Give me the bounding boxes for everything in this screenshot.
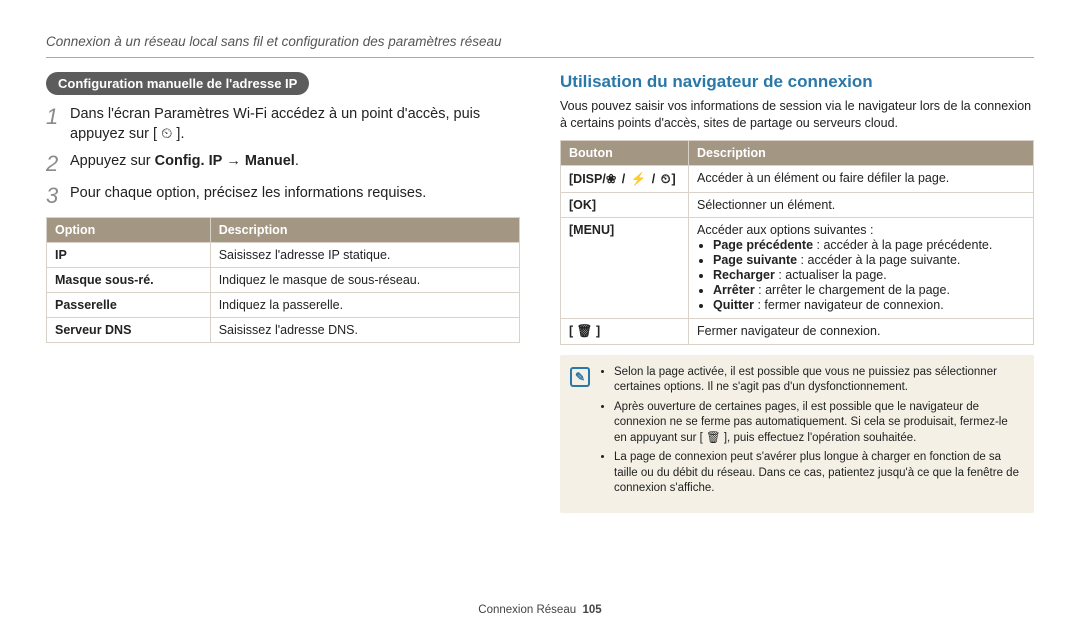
- option-description: Saisissez l'adresse IP statique.: [210, 242, 519, 267]
- option-name: Passerelle: [47, 292, 211, 317]
- buttons-table: Bouton Description [DISP/❀ / ⚡ / ⏲]Accéd…: [560, 140, 1034, 345]
- button-description: Accéder aux options suivantes :Page préc…: [689, 217, 1034, 318]
- table-row: [ 🗑 ]Fermer navigateur de connexion.: [561, 318, 1034, 344]
- option-name: Masque sous-ré.: [47, 267, 211, 292]
- option-name: Serveur DNS: [47, 317, 211, 342]
- table-row: Masque sous-ré.Indiquez le masque de sou…: [47, 267, 520, 292]
- table-row: PasserelleIndiquez la passerelle.: [47, 292, 520, 317]
- breadcrumb: Connexion à un réseau local sans fil et …: [46, 34, 1034, 49]
- option-description: Indiquez le masque de sous-réseau.: [210, 267, 519, 292]
- note-item: Après ouverture de certaines pages, il e…: [614, 400, 1022, 447]
- option-description: Indiquez la passerelle.: [210, 292, 519, 317]
- note-list: Selon la page activée, il est possible q…: [614, 365, 1022, 501]
- options-table: Option Description IPSaisissez l'adresse…: [46, 217, 520, 343]
- note-box: ✎ Selon la page activée, il est possible…: [560, 355, 1034, 513]
- step-item: 2Appuyez sur Config. IP → Manuel.: [46, 152, 520, 176]
- section-heading: Utilisation du navigateur de connexion: [560, 72, 1034, 92]
- step-number: 3: [46, 184, 70, 208]
- footer-label: Connexion Réseau: [478, 604, 576, 616]
- table-row: IPSaisissez l'adresse IP statique.: [47, 242, 520, 267]
- intro-paragraph: Vous pouvez saisir vos informations de s…: [560, 98, 1034, 132]
- step-number: 1: [46, 105, 70, 129]
- page-footer: Connexion Réseau 105: [0, 604, 1080, 616]
- step-text: Dans l'écran Paramètres Wi-Fi accédez à …: [70, 105, 520, 144]
- step-number: 2: [46, 152, 70, 176]
- button-name: [OK]: [561, 192, 689, 217]
- table-row: [MENU]Accéder aux options suivantes :Pag…: [561, 217, 1034, 318]
- buttons-th-description: Description: [689, 140, 1034, 165]
- step-item: 1Dans l'écran Paramètres Wi-Fi accédez à…: [46, 105, 520, 144]
- note-item: Selon la page activée, il est possible q…: [614, 365, 1022, 396]
- step-item: 3Pour chaque option, précisez les inform…: [46, 184, 520, 208]
- two-column-layout: Configuration manuelle de l'adresse IP 1…: [46, 72, 1034, 513]
- note-icon: ✎: [570, 367, 590, 387]
- step-text: Pour chaque option, précisez les informa…: [70, 184, 426, 204]
- footer-page-number: 105: [583, 604, 602, 616]
- options-th-description: Description: [210, 217, 519, 242]
- option-description: Saisissez l'adresse DNS.: [210, 317, 519, 342]
- button-description: Fermer navigateur de connexion.: [689, 318, 1034, 344]
- left-column: Configuration manuelle de l'adresse IP 1…: [46, 72, 520, 513]
- option-name: IP: [47, 242, 211, 267]
- button-name: [DISP/❀ / ⚡ / ⏲]: [561, 165, 689, 192]
- table-row: [DISP/❀ / ⚡ / ⏲]Accéder à un élément ou …: [561, 165, 1034, 192]
- table-row: Serveur DNSSaisissez l'adresse DNS.: [47, 317, 520, 342]
- options-th-option: Option: [47, 217, 211, 242]
- page-root: Connexion à un réseau local sans fil et …: [0, 0, 1080, 630]
- button-description: Sélectionner un élément.: [689, 192, 1034, 217]
- note-item: La page de connexion peut s'avérer plus …: [614, 450, 1022, 497]
- divider: [46, 57, 1034, 58]
- button-name: [MENU]: [561, 217, 689, 318]
- right-column: Utilisation du navigateur de connexion V…: [560, 72, 1034, 513]
- section-pill: Configuration manuelle de l'adresse IP: [46, 72, 309, 95]
- table-row: [OK]Sélectionner un élément.: [561, 192, 1034, 217]
- steps-list: 1Dans l'écran Paramètres Wi-Fi accédez à…: [46, 105, 520, 209]
- buttons-th-bouton: Bouton: [561, 140, 689, 165]
- step-text: Appuyez sur Config. IP → Manuel.: [70, 152, 299, 172]
- button-description: Accéder à un élément ou faire défiler la…: [689, 165, 1034, 192]
- button-name: [ 🗑 ]: [561, 318, 689, 344]
